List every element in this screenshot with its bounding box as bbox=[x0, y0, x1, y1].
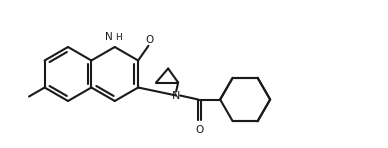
Text: O: O bbox=[146, 35, 154, 45]
Text: N: N bbox=[172, 90, 180, 100]
Text: N: N bbox=[105, 32, 113, 42]
Text: H: H bbox=[115, 33, 121, 42]
Text: O: O bbox=[196, 124, 204, 135]
